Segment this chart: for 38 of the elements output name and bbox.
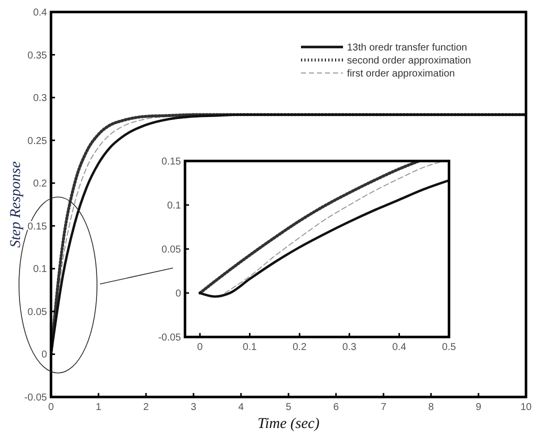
x-tick-label: 0.1 (242, 342, 258, 353)
y-tick-label: 0.1 (33, 264, 48, 276)
legend-label: first order approximation (347, 68, 455, 80)
y-tick-label: 0.3 (33, 93, 48, 104)
x-tick-label: 3 (190, 402, 197, 413)
y-tick-label: 0.05 (162, 244, 182, 256)
x-tick-label: 6 (333, 402, 340, 413)
x-tick-label: 0.4 (392, 342, 407, 353)
y-tick-label: -0.05 (24, 392, 48, 404)
y-tick-label: 0.4 (33, 8, 48, 18)
x-tick-label: 0.5 (442, 342, 456, 353)
x-tick-label: 4 (238, 402, 244, 413)
y-tick-label: 0.05 (28, 306, 48, 318)
y-tick-label: 0 (175, 288, 182, 300)
x-tick-label: 9 (476, 402, 482, 413)
x-tick-label: 1 (96, 402, 102, 413)
y-tick-label: 0.2 (33, 178, 48, 190)
x-tick-label: 10 (520, 402, 532, 413)
y-tick-label: -0.05 (158, 332, 182, 344)
x-tick-label: 0.2 (292, 342, 307, 353)
legend-label: second order approximation (347, 56, 471, 66)
line-series (198, 161, 421, 294)
x-tick-label: 8 (428, 402, 434, 413)
y-tick-label: 0.1 (167, 200, 182, 212)
y-tick-label: 0.15 (162, 156, 182, 168)
y-axis-title: Step Response (8, 161, 24, 248)
x-tick-label: 0 (197, 342, 204, 353)
y-tick-label: 0 (41, 350, 48, 361)
y-tick-label: 0.25 (28, 136, 48, 147)
x-tick-label: 0 (48, 402, 54, 413)
x-axis-title: Time (sec) (257, 416, 320, 432)
y-tick-label: 0.35 (28, 50, 48, 62)
x-tick-label: 7 (380, 402, 387, 413)
x-tick-label: 0.3 (342, 342, 357, 353)
x-tick-label: 5 (286, 402, 292, 413)
legend-label: 13th oredr transfer function (347, 42, 468, 54)
line-series (198, 179, 449, 298)
x-tick-label: 2 (143, 402, 150, 413)
